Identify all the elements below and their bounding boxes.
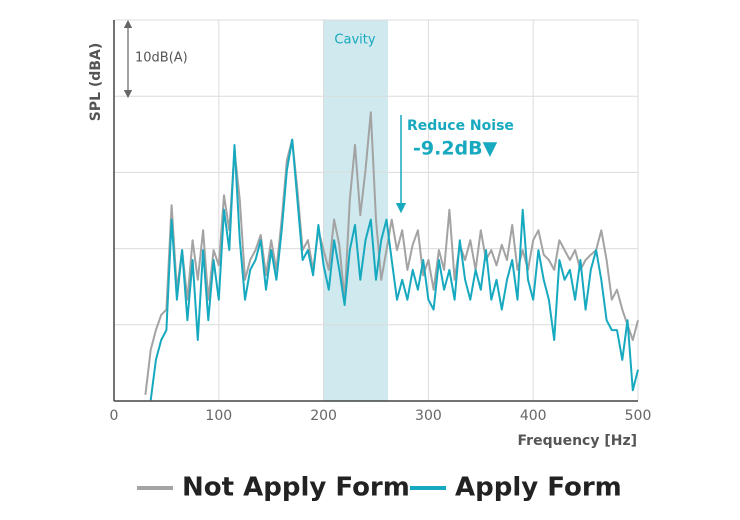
- x-axis-title: Frequency [Hz]: [518, 433, 637, 449]
- legend: Not Apply Form Apply Form: [137, 473, 622, 503]
- x-tick-label: 200: [310, 408, 337, 424]
- reduction-label: -9.2dB▼: [413, 138, 498, 160]
- legend-label: Not Apply Form: [182, 473, 410, 503]
- series-line: [149, 138, 639, 401]
- series-line: [144, 111, 639, 396]
- x-tick-label: 100: [205, 408, 232, 424]
- x-tick-label: 500: [625, 408, 652, 424]
- legend-label: Apply Form: [455, 473, 622, 503]
- lines: [144, 111, 639, 401]
- cavity-band: [323, 20, 388, 401]
- scale-label: 10dB(A): [135, 51, 188, 66]
- y-axis-title: SPL (dBA): [88, 43, 104, 121]
- cavity-label: Cavity: [334, 33, 375, 48]
- x-tick-label: 400: [520, 408, 547, 424]
- reduce-label: Reduce Noise: [407, 118, 514, 134]
- x-tick-label: 300: [415, 408, 442, 424]
- x-tick-label: 0: [110, 408, 119, 424]
